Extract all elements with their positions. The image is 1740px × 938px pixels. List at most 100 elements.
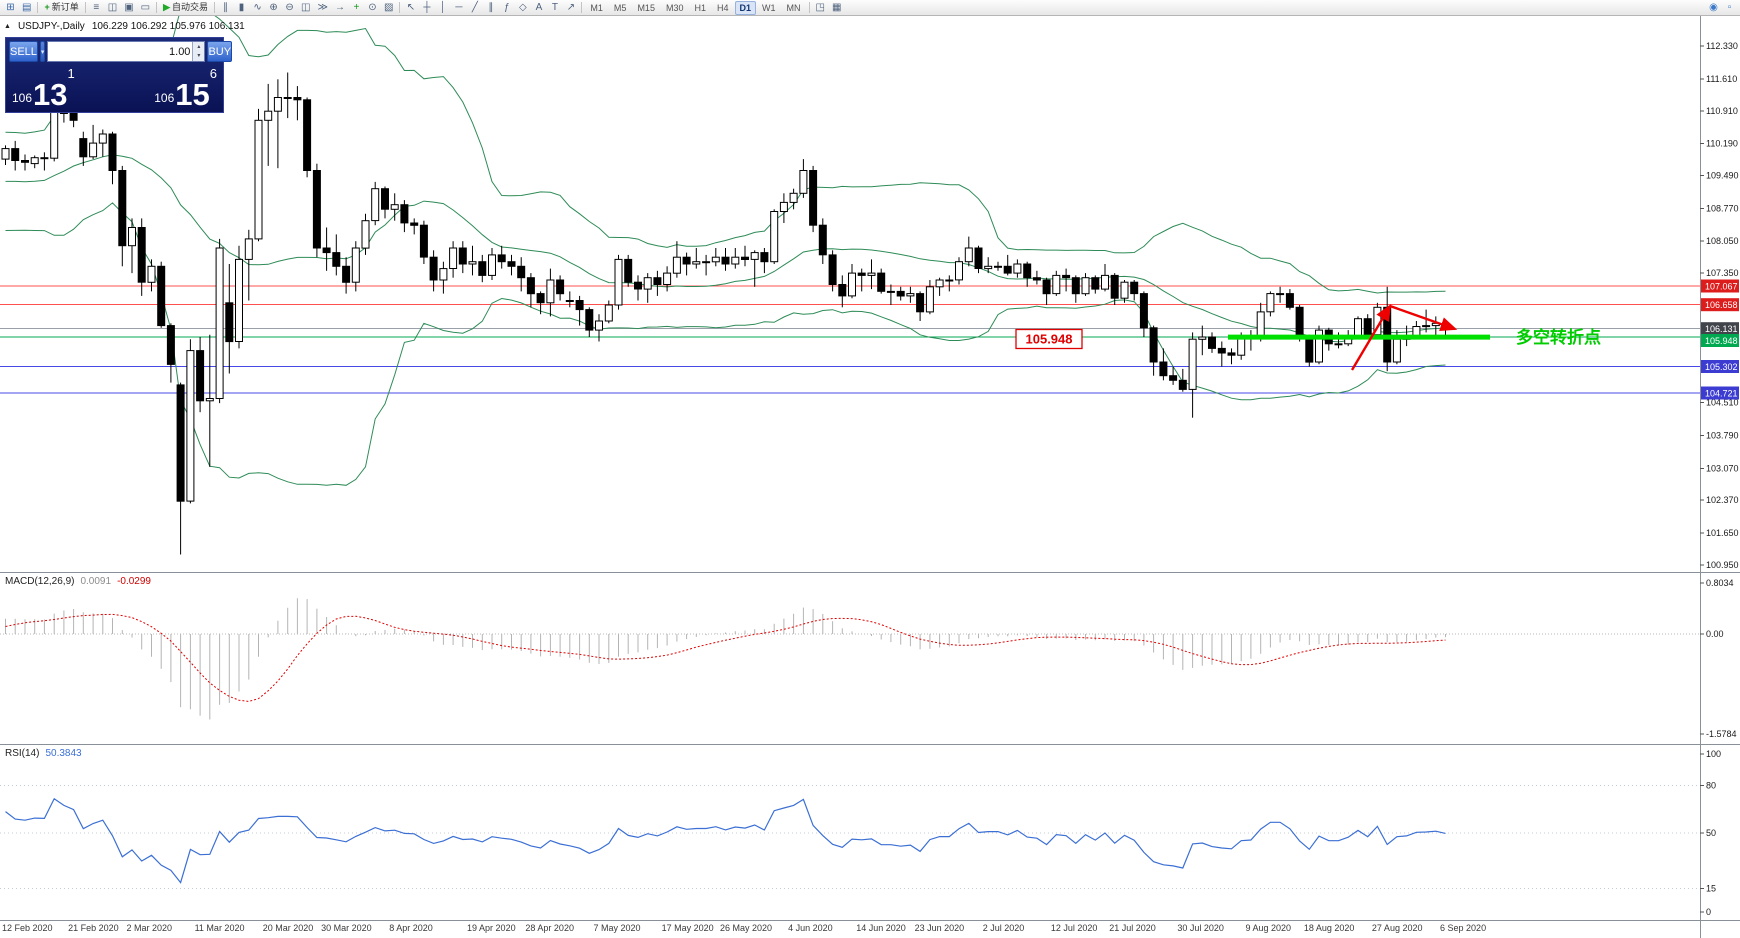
volume-input[interactable]: [48, 42, 193, 61]
trend-arrow-1[interactable]: [1350, 303, 1392, 371]
date-label: 18 Aug 2020: [1304, 923, 1355, 933]
new-chart-icon[interactable]: ⊞: [6, 1, 15, 13]
svg-text:110.910: 110.910: [1706, 106, 1738, 116]
svg-text:106.658: 106.658: [1705, 300, 1738, 310]
timeframe-button-m15[interactable]: M15: [637, 2, 655, 13]
svg-text:104.721: 104.721: [1705, 389, 1738, 399]
timeframe-button-m30[interactable]: M30: [665, 2, 684, 13]
buy-price-sup: 6: [209, 66, 217, 81]
date-label: 14 Jun 2020: [856, 923, 906, 933]
autotrading-button[interactable]: ▶ 自动交易: [160, 1, 211, 15]
data-window-icon[interactable]: ◫: [107, 1, 118, 13]
svg-text:109.490: 109.490: [1706, 171, 1739, 181]
candlestick-chart-icon[interactable]: ▮: [238, 1, 245, 13]
timeframe-button-m1[interactable]: M1: [590, 2, 603, 13]
rsi-layer: [0, 785, 1700, 889]
label-icon[interactable]: T: [551, 1, 558, 13]
timeframe-button-w1[interactable]: W1: [762, 2, 776, 13]
turning-point-label[interactable]: 多空转折点: [1516, 327, 1601, 347]
date-label: 12 Feb 2020: [2, 923, 53, 933]
date-label: 30 Mar 2020: [321, 923, 372, 933]
timeframe-button-h1[interactable]: H1: [694, 2, 706, 13]
volume-decrease-button[interactable]: ▾: [193, 51, 205, 61]
buy-price-head: 106: [154, 91, 175, 105]
macd-main-value: 0.0091: [80, 576, 112, 587]
docking-icon[interactable]: ▫: [1727, 1, 1732, 13]
svg-text:107.350: 107.350: [1706, 268, 1739, 278]
market-watch-icon[interactable]: ≡: [93, 1, 100, 13]
svg-text:102.370: 102.370: [1706, 495, 1739, 505]
date-label: 7 May 2020: [594, 923, 641, 933]
sell-price-sup: 1: [67, 66, 75, 81]
timeframe-button-d1[interactable]: D1: [734, 0, 757, 15]
buy-button[interactable]: BUY: [207, 41, 233, 62]
price-label-104721: [1701, 386, 1739, 400]
navigator-icon[interactable]: ▣: [124, 1, 134, 13]
date-label: 19 Apr 2020: [467, 923, 516, 933]
indicators-icon[interactable]: +: [353, 1, 360, 13]
macd-name: MACD(12,26,9): [5, 576, 75, 587]
bollinger-lower-band: [5, 202, 1446, 486]
trend-arrow-2[interactable]: [1389, 304, 1458, 331]
vertical-line-icon[interactable]: │: [439, 1, 447, 13]
horizontal-line-icon[interactable]: ─: [455, 1, 463, 13]
crosshair-icon[interactable]: ┼: [423, 1, 431, 13]
bollinger-middle-band: [5, 154, 1446, 343]
svg-text:110.190: 110.190: [1706, 139, 1738, 149]
line-chart-icon[interactable]: ∿: [253, 1, 262, 13]
tile-windows-icon[interactable]: ◫: [301, 1, 311, 13]
volume-stepper: ▴ ▾: [192, 42, 205, 61]
periods-icon[interactable]: ⊙: [368, 1, 377, 13]
new-window-icon[interactable]: ◳: [815, 1, 825, 13]
date-label: 6 Sep 2020: [1440, 923, 1486, 933]
volume-dropdown-button[interactable]: ▾: [39, 41, 46, 62]
equidistant-channel-icon[interactable]: ∥: [488, 1, 494, 13]
bollinger-upper-band: [5, 16, 1446, 294]
svg-text:103.790: 103.790: [1706, 430, 1739, 440]
volume-increase-button[interactable]: ▴: [193, 42, 205, 52]
shapes-icon[interactable]: ◇: [519, 1, 527, 13]
arrows-icon[interactable]: ↗: [566, 1, 576, 13]
new-order-button[interactable]: + 新订单: [41, 1, 81, 15]
sell-price-big: 13: [33, 76, 68, 112]
toolbar-separator: [581, 2, 583, 13]
autotrading-icon: ▶: [163, 2, 171, 12]
zoom-in-icon[interactable]: ⊕: [269, 1, 278, 13]
timeframe-button-h4[interactable]: H4: [716, 2, 729, 13]
new-order-icon: +: [44, 2, 50, 12]
chart-shift-icon[interactable]: →: [334, 1, 345, 13]
timeframe-button-m5[interactable]: M5: [613, 2, 627, 13]
zoom-out-icon[interactable]: ⊖: [285, 1, 294, 13]
date-label: 2 Jul 2020: [983, 923, 1025, 933]
date-axis[interactable]: 12 Feb 2020 21 Feb 2020 2 Mar 2020 11 Mar 2…: [2, 923, 1486, 933]
date-label: 27 Aug 2020: [1372, 923, 1423, 933]
price-axis: 112.330 111.610 110.910 110.190 109.490 108.7…: [1700, 41, 1739, 917]
svg-text:108.050: 108.050: [1706, 236, 1739, 246]
svg-text:104.510: 104.510: [1706, 398, 1739, 408]
sell-button[interactable]: SELL: [9, 41, 38, 62]
terminal-icon[interactable]: ▭: [140, 1, 151, 13]
trendline-icon[interactable]: ╱: [471, 1, 478, 13]
svg-text:15: 15: [1706, 883, 1716, 893]
svg-text:105.302: 105.302: [1705, 362, 1738, 372]
profiles-icon[interactable]: ▤: [22, 1, 32, 13]
timeframe-button-mn[interactable]: MN: [786, 2, 801, 13]
text-icon[interactable]: A: [535, 1, 543, 13]
fibonacci-icon[interactable]: ƒ: [504, 1, 510, 13]
community-icon[interactable]: ◉: [1709, 1, 1718, 13]
cursor-icon[interactable]: ↖: [406, 1, 416, 13]
svg-text:111.610: 111.610: [1706, 74, 1737, 84]
strategy-tester-icon[interactable]: ▦: [831, 1, 842, 13]
svg-text:107.067: 107.067: [1705, 282, 1738, 292]
templates-icon[interactable]: ▨: [383, 1, 394, 13]
date-label: 17 May 2020: [662, 923, 714, 933]
price-note-box[interactable]: [1015, 328, 1083, 350]
chart-symbol-period: USDJPY-,Daily: [17, 21, 85, 32]
svg-text:50: 50: [1706, 828, 1716, 838]
bar-chart-icon[interactable]: ∥: [223, 1, 229, 13]
panel-collapse-icon[interactable]: ▲: [4, 23, 11, 30]
auto-scroll-icon[interactable]: ≫: [317, 1, 328, 13]
svg-text:-1.5784: -1.5784: [1706, 729, 1737, 739]
